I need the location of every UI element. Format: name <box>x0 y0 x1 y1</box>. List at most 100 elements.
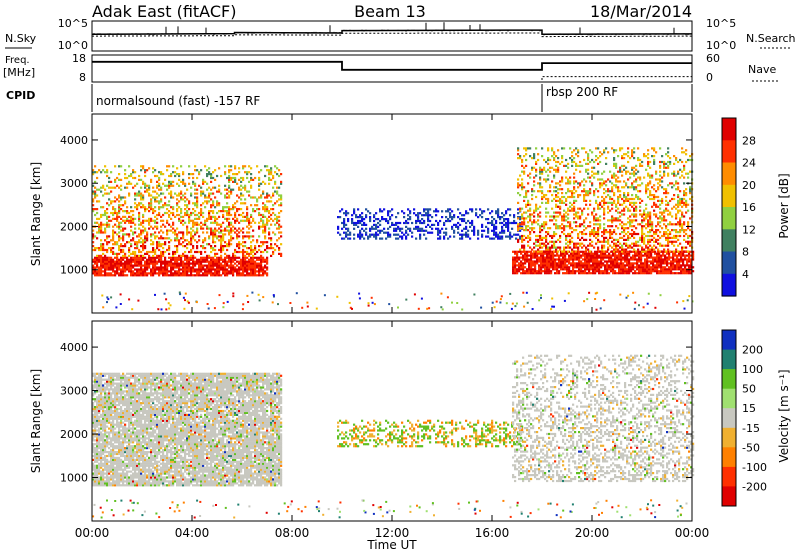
range-cell <box>526 260 529 263</box>
range-cell <box>571 155 574 158</box>
range-cell <box>559 248 562 251</box>
range-cell <box>629 236 632 239</box>
range-cell <box>158 243 161 246</box>
range-cell <box>437 237 440 240</box>
range-cell <box>647 182 650 185</box>
range-cell <box>198 235 201 238</box>
cpid-text-2: rbsp 200 RF <box>546 85 618 99</box>
range-cell <box>606 272 609 275</box>
range-cell <box>102 274 105 277</box>
range-cell <box>110 272 113 275</box>
range-cell <box>212 260 215 263</box>
range-cell <box>100 254 103 257</box>
range-cell <box>569 242 572 245</box>
range-cell <box>579 225 582 228</box>
range-cell <box>585 168 588 171</box>
range-cell <box>116 254 119 257</box>
range-cell <box>126 274 129 277</box>
range-cell <box>266 245 269 248</box>
range-cell <box>212 231 215 234</box>
range-cell <box>198 215 201 218</box>
range-cell <box>635 205 638 208</box>
range-cell <box>640 260 643 263</box>
range-cell <box>453 223 456 226</box>
freq-unit-label: [MHz] <box>3 66 35 79</box>
range-cell <box>180 231 183 234</box>
range-cell <box>611 236 614 239</box>
range-cell <box>272 186 275 189</box>
range-cell <box>558 258 561 261</box>
range-cell <box>626 264 629 267</box>
range-cell <box>389 225 392 228</box>
range-cell <box>662 258 665 261</box>
range-cell <box>645 186 648 189</box>
range-cell <box>542 254 545 257</box>
range-cell <box>272 194 275 197</box>
range-cell <box>629 197 632 201</box>
range-cell <box>142 241 145 244</box>
range-cell <box>613 242 616 245</box>
range-cell <box>617 244 620 247</box>
range-cell <box>553 190 556 193</box>
range-cell <box>100 190 103 193</box>
range-cell <box>102 231 105 234</box>
range-cell <box>607 201 610 204</box>
range-cell <box>631 186 634 189</box>
range-cell <box>433 210 436 213</box>
range-cell <box>262 229 265 232</box>
range-cell <box>405 219 408 223</box>
range-cell <box>547 232 550 236</box>
range-cell <box>539 184 542 187</box>
range-cell <box>549 250 552 253</box>
range-cell <box>134 223 137 226</box>
range-cell <box>645 246 648 249</box>
range-cell <box>152 243 155 246</box>
range-cell <box>262 213 265 217</box>
range-cell <box>274 217 277 220</box>
range-cell <box>656 258 659 261</box>
range-cell <box>226 268 229 271</box>
range-cell <box>176 258 179 261</box>
range-cell <box>234 211 237 215</box>
range-cell <box>495 225 498 228</box>
range-cell <box>417 229 420 232</box>
range-cell <box>260 270 263 273</box>
range-cell <box>672 268 675 271</box>
range-cell <box>405 231 408 234</box>
range-cell <box>463 227 466 230</box>
range-cell <box>110 256 113 259</box>
range-cell <box>228 186 231 189</box>
range-cell <box>114 211 117 215</box>
range-cell <box>666 260 669 263</box>
range-cell <box>557 160 560 164</box>
range-cell <box>593 217 596 220</box>
range-cell <box>561 147 564 150</box>
range-cell <box>160 254 163 257</box>
range-cell <box>192 176 195 180</box>
range-cell <box>540 264 543 267</box>
range-cell <box>102 213 105 217</box>
range-cell <box>170 268 173 271</box>
range-cell <box>626 270 629 273</box>
range-cell <box>555 170 558 173</box>
range-cell <box>611 147 614 150</box>
range-cell <box>682 264 685 267</box>
range-cell <box>601 248 604 251</box>
range-cell <box>172 264 175 267</box>
range-cell <box>577 149 580 152</box>
range-cell <box>615 248 618 251</box>
range-cell <box>108 241 111 244</box>
range-cell <box>405 235 408 238</box>
range-cell <box>252 272 255 275</box>
range-cell <box>554 272 557 275</box>
range-cell <box>579 164 582 167</box>
range-cell <box>567 178 570 181</box>
range-cell <box>162 192 165 195</box>
range-cell <box>555 164 558 167</box>
range-cell <box>132 260 135 263</box>
range-cell <box>578 264 581 267</box>
range-cell <box>461 233 464 236</box>
range-cell <box>134 254 137 257</box>
range-cell <box>649 231 652 234</box>
range-cell <box>172 266 175 269</box>
